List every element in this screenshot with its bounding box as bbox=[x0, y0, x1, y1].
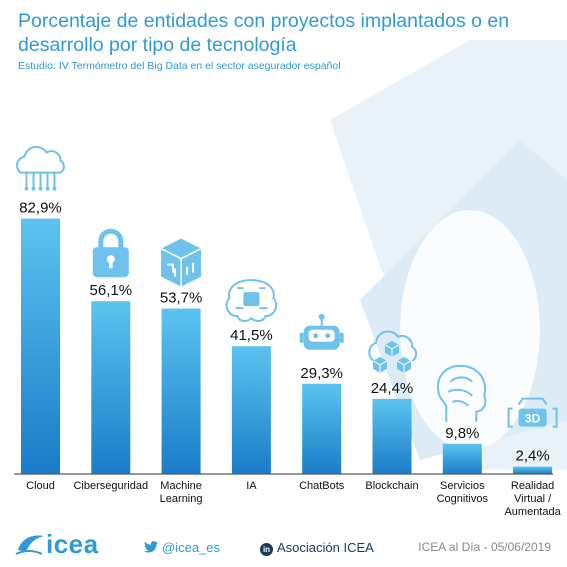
cognitive-head-icon bbox=[437, 364, 487, 422]
twitter-text: @icea_es bbox=[162, 540, 221, 555]
value-label: 24,4% bbox=[371, 380, 414, 397]
twitter-handle[interactable]: @icea_es bbox=[144, 540, 220, 555]
category-label: Ciberseguridad bbox=[73, 480, 148, 492]
publication-date: ICEA al Día - 05/06/2019 bbox=[418, 540, 551, 554]
category-label: ChatBots bbox=[299, 480, 345, 492]
category-label: Virtual / bbox=[514, 493, 552, 505]
category-label: Aumentada bbox=[504, 506, 561, 518]
chatbot-icon bbox=[299, 313, 344, 350]
value-label: 82,9% bbox=[19, 200, 62, 217]
bar bbox=[302, 383, 342, 474]
category-label: Servicios bbox=[440, 480, 485, 492]
value-label: 41,5% bbox=[230, 327, 273, 344]
category-label: Machine bbox=[160, 480, 202, 492]
bar bbox=[21, 218, 60, 474]
svg-text:3D: 3D bbox=[525, 412, 541, 426]
linkedin-icon: in bbox=[260, 543, 273, 556]
ai-brain-icon bbox=[225, 279, 278, 322]
value-label: 9,8% bbox=[445, 425, 479, 442]
bar bbox=[513, 466, 553, 474]
twitter-icon bbox=[144, 541, 158, 553]
chart-subtitle: Estudio: IV Termómetro del Big Data en e… bbox=[18, 60, 341, 72]
bar bbox=[372, 398, 412, 474]
category-label: Realidad bbox=[511, 480, 554, 492]
cloud-icon bbox=[16, 145, 65, 191]
value-label: 53,7% bbox=[160, 290, 203, 307]
category-label: Blockchain bbox=[365, 480, 418, 492]
value-label: 56,1% bbox=[90, 282, 133, 299]
linkedin-text: Asociación ICEA bbox=[277, 540, 374, 555]
bar bbox=[161, 308, 201, 474]
icea-logo-icon bbox=[15, 535, 44, 555]
category-label: Learning bbox=[160, 493, 203, 505]
bar bbox=[231, 346, 271, 474]
machine-learning-icon bbox=[160, 238, 202, 287]
value-label: 29,3% bbox=[300, 365, 343, 382]
footer: icea @icea_es in Asociación ICEA ICEA al … bbox=[0, 528, 567, 564]
vr-3d-icon: 3D bbox=[507, 397, 558, 428]
chart-title: Porcentaje de entidades con proyectos im… bbox=[18, 10, 510, 56]
category-label: Cloud bbox=[26, 480, 55, 492]
category-label: Cognitivos bbox=[437, 493, 489, 505]
lock-icon bbox=[92, 228, 129, 278]
bar bbox=[442, 443, 482, 474]
blockchain-icon bbox=[368, 330, 418, 373]
brand-name: icea bbox=[46, 529, 99, 559]
value-label: 2,4% bbox=[515, 448, 549, 465]
category-label: IA bbox=[246, 480, 257, 492]
linkedin-link[interactable]: in Asociación ICEA bbox=[260, 540, 374, 556]
bar bbox=[91, 301, 131, 474]
